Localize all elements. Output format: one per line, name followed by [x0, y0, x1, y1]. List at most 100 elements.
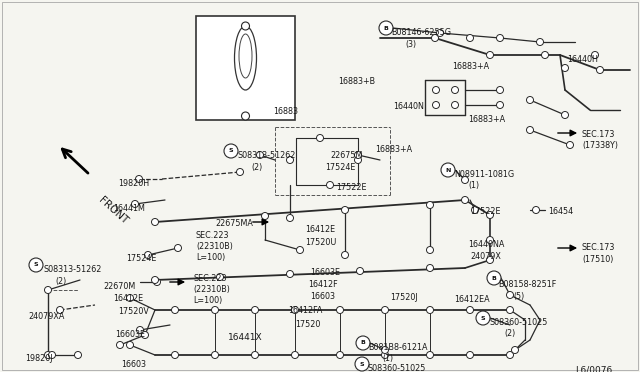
Circle shape: [45, 352, 51, 359]
Circle shape: [497, 35, 504, 42]
Circle shape: [355, 357, 369, 371]
Circle shape: [472, 206, 479, 214]
Text: 17520J: 17520J: [390, 293, 418, 302]
Circle shape: [287, 270, 294, 278]
Text: N: N: [445, 167, 451, 173]
Text: 16440H: 16440H: [567, 55, 598, 64]
Circle shape: [355, 157, 362, 164]
Text: 16441X: 16441X: [228, 333, 262, 342]
Circle shape: [152, 276, 159, 283]
Text: S08313-51262: S08313-51262: [43, 265, 101, 274]
Circle shape: [211, 352, 218, 359]
Text: (2): (2): [55, 277, 67, 286]
Text: B: B: [383, 26, 388, 31]
Text: (22310B): (22310B): [196, 242, 233, 251]
Circle shape: [172, 307, 179, 314]
Text: J.6/0076: J.6/0076: [575, 366, 612, 372]
Circle shape: [224, 144, 238, 158]
Circle shape: [257, 151, 264, 158]
Text: (17338Y): (17338Y): [582, 141, 618, 150]
Circle shape: [506, 352, 513, 359]
Text: 16603E: 16603E: [115, 330, 145, 339]
Circle shape: [49, 352, 56, 359]
Circle shape: [337, 352, 344, 359]
Circle shape: [591, 51, 598, 58]
Circle shape: [287, 157, 294, 164]
Text: 19820J: 19820J: [25, 354, 52, 363]
Text: L=100): L=100): [193, 296, 222, 305]
Circle shape: [497, 102, 504, 109]
Text: 16412E: 16412E: [113, 294, 143, 303]
Text: 22675MA: 22675MA: [215, 219, 253, 228]
Circle shape: [287, 215, 294, 221]
Circle shape: [116, 341, 124, 349]
Text: 22675M: 22675M: [330, 151, 362, 160]
Text: SEC.223: SEC.223: [196, 231, 230, 240]
Text: (2): (2): [251, 163, 262, 172]
Text: 16454: 16454: [548, 207, 573, 216]
Circle shape: [262, 212, 269, 219]
Circle shape: [74, 352, 81, 359]
Circle shape: [326, 182, 333, 189]
Circle shape: [561, 112, 568, 119]
Text: 16441M: 16441M: [113, 204, 145, 213]
Text: 17522E: 17522E: [470, 207, 500, 216]
Text: (2): (2): [504, 329, 515, 338]
Circle shape: [541, 51, 548, 58]
Circle shape: [252, 307, 259, 314]
Text: 16883: 16883: [273, 107, 298, 116]
Text: 24079XA: 24079XA: [28, 312, 65, 321]
Circle shape: [342, 206, 349, 214]
Circle shape: [487, 271, 501, 285]
Text: SEC.173: SEC.173: [582, 130, 616, 139]
Text: 16412FA: 16412FA: [288, 306, 323, 315]
Circle shape: [381, 352, 388, 359]
Circle shape: [172, 352, 179, 359]
Bar: [196, 16, 295, 120]
Circle shape: [426, 307, 433, 314]
Text: 17524E: 17524E: [126, 254, 156, 263]
Circle shape: [216, 273, 223, 280]
Circle shape: [152, 218, 159, 225]
Circle shape: [433, 102, 440, 109]
Circle shape: [356, 336, 370, 350]
Text: S: S: [34, 263, 38, 267]
Text: 16440NA: 16440NA: [468, 240, 504, 249]
Circle shape: [441, 163, 455, 177]
Text: 16412F: 16412F: [308, 280, 338, 289]
Text: 16412E: 16412E: [305, 225, 335, 234]
Circle shape: [433, 87, 440, 93]
Circle shape: [136, 327, 143, 334]
Text: S: S: [360, 362, 364, 366]
Circle shape: [467, 352, 474, 359]
Text: B08146-6255G: B08146-6255G: [391, 28, 451, 37]
Text: 17520V: 17520V: [118, 307, 149, 316]
Circle shape: [252, 352, 259, 359]
Circle shape: [486, 51, 493, 58]
Circle shape: [476, 311, 490, 325]
Circle shape: [486, 237, 493, 244]
Circle shape: [506, 292, 513, 298]
Text: S: S: [481, 315, 485, 321]
Circle shape: [381, 346, 388, 353]
Circle shape: [436, 29, 444, 36]
Circle shape: [154, 279, 161, 285]
Text: SEC.223: SEC.223: [193, 274, 227, 283]
Circle shape: [527, 96, 534, 103]
Circle shape: [379, 21, 393, 35]
Text: 17522E: 17522E: [336, 183, 367, 192]
Text: 16440N: 16440N: [393, 102, 424, 111]
Circle shape: [131, 201, 138, 208]
Circle shape: [461, 196, 468, 203]
Circle shape: [127, 341, 134, 349]
Circle shape: [296, 247, 303, 253]
Text: 16883+B: 16883+B: [338, 77, 375, 86]
Circle shape: [451, 87, 458, 93]
Circle shape: [317, 135, 323, 141]
Circle shape: [141, 331, 148, 339]
Text: 17520: 17520: [295, 320, 321, 329]
Text: 17520U: 17520U: [305, 238, 337, 247]
Text: (22310B): (22310B): [193, 285, 230, 294]
Circle shape: [45, 286, 51, 294]
Text: 16603E: 16603E: [310, 268, 340, 277]
